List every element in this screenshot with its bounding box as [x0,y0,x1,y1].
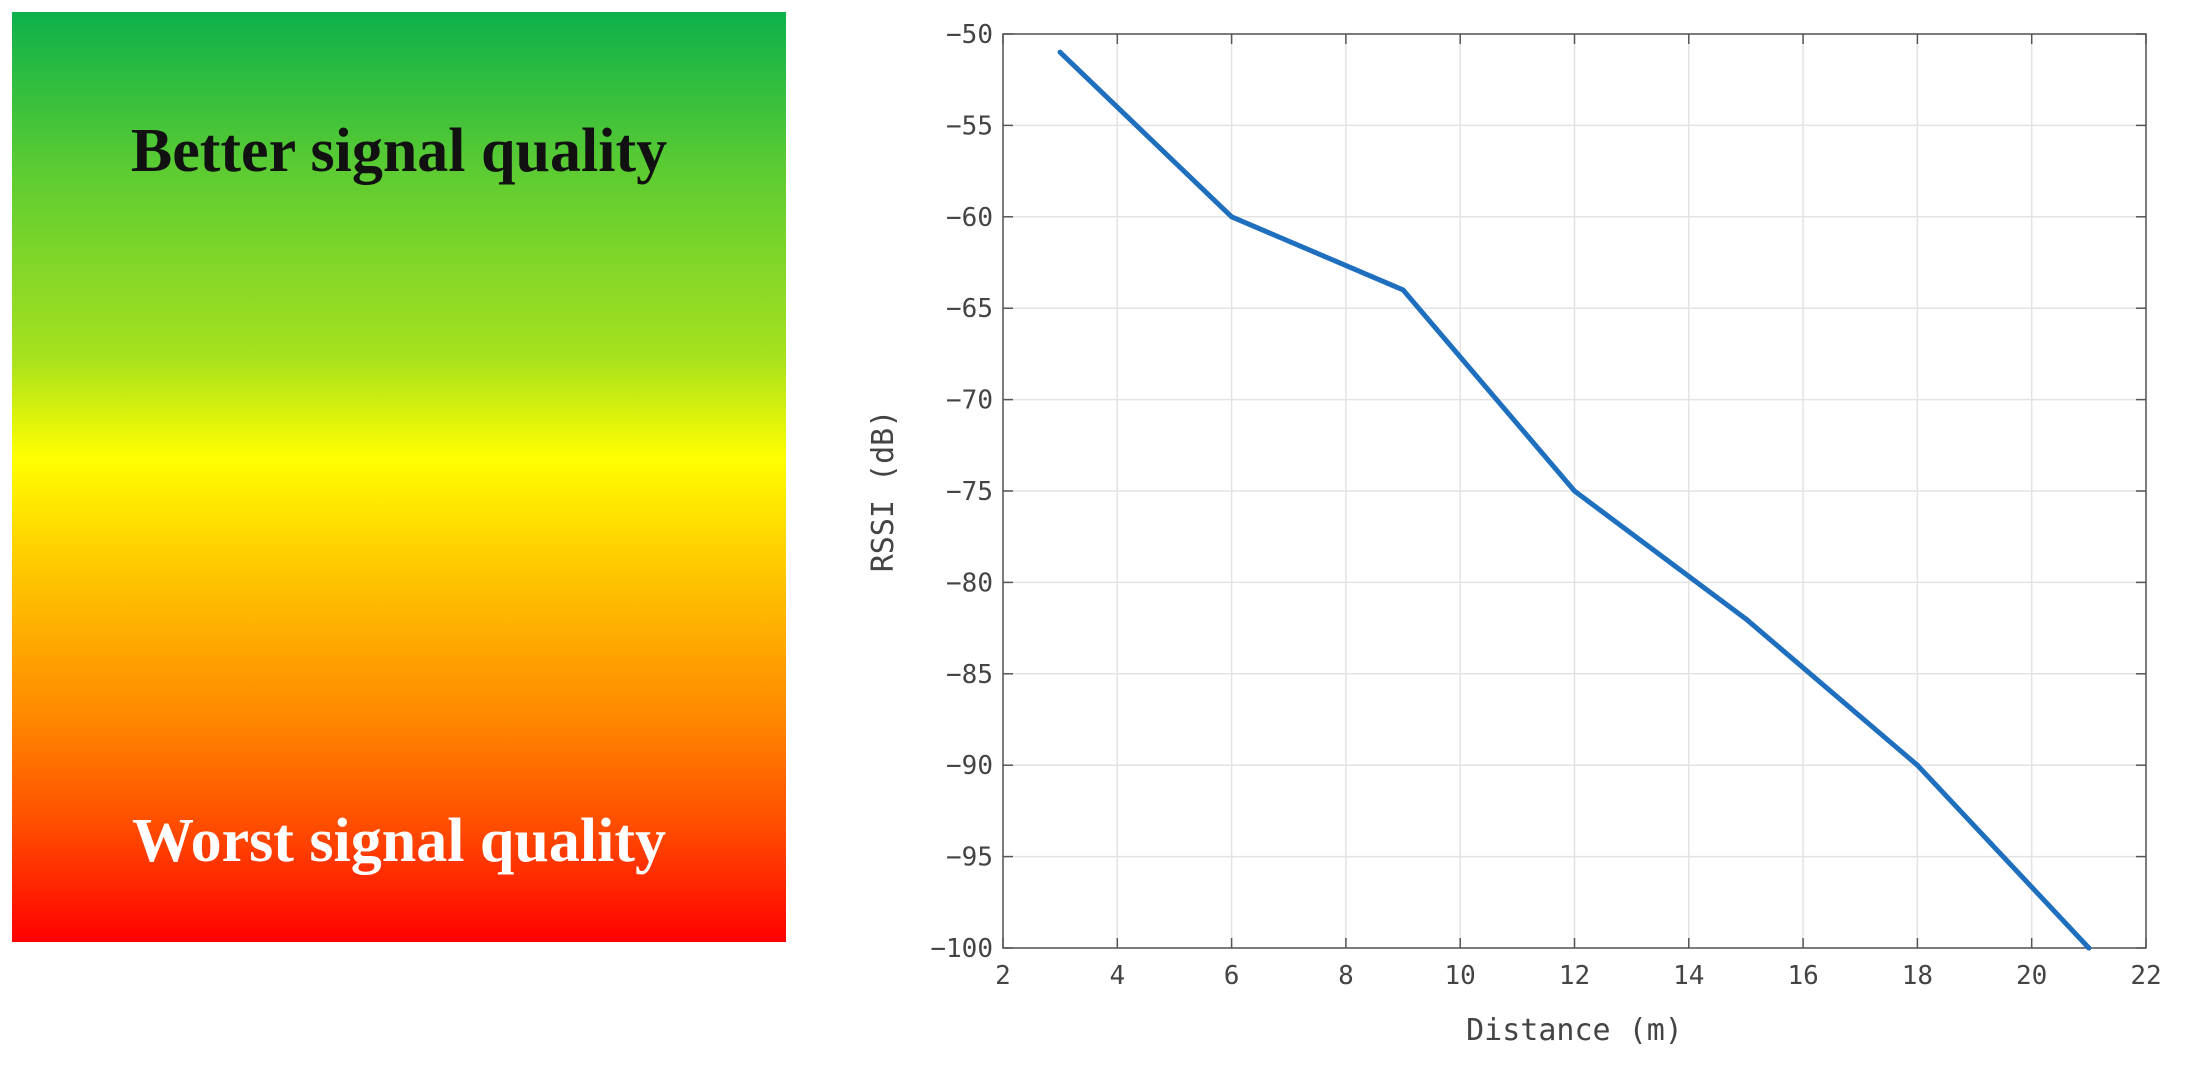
series-layer [1057,49,2092,951]
x-tick-label: 10 [1445,961,1476,991]
rssi-data-point [1572,488,1577,494]
rssi-data-point [1743,616,1749,622]
x-axis-title: Distance (m) [1466,1013,1683,1048]
x-tick-label: 14 [1673,961,1704,991]
y-tick-label: −85 [946,660,993,690]
y-tick-label: −90 [946,751,993,781]
x-tick-label: 4 [1109,961,1125,991]
x-tick-label: 18 [1902,961,1933,991]
rssi-data-point [1400,287,1406,293]
rssi-data-point [1229,214,1235,220]
x-tick-label: 6 [1224,961,1240,991]
y-tick-label: −50 [946,20,993,50]
x-tick-label: 16 [1787,961,1818,991]
y-axis-title: RSSI (dB) [866,410,901,573]
x-tick-label: 12 [1559,961,1590,991]
rssi-data-point [2086,945,2092,951]
x-tick-label: 8 [1338,961,1354,991]
y-tick-label: −100 [930,934,993,964]
rssi-data-point [1057,49,1063,55]
signal-quality-gradient-panel: Better signal quality Worst signal quali… [12,12,786,942]
y-tick-label: −70 [946,386,993,416]
worst-signal-label: Worst signal quality [132,807,666,875]
y-tick-label: −65 [946,294,993,324]
x-tick-label: 2 [995,961,1011,991]
y-tick-label: −80 [946,568,993,598]
x-tick-label: 22 [2130,961,2161,991]
y-tick-label: −95 [946,843,993,873]
x-tick-label: 20 [2016,961,2047,991]
y-tick-label: −55 [946,111,993,141]
better-signal-label: Better signal quality [130,117,668,185]
axis-ticks: 2 4 6 8 10 12 14 16 18 20 22 −50 −55 −60 −65 −70 −75 −80 −… [930,20,2161,991]
y-tick-label: −75 [946,477,993,507]
y-tick-label: −60 [946,203,993,233]
rssi-data-point [1914,762,1920,768]
